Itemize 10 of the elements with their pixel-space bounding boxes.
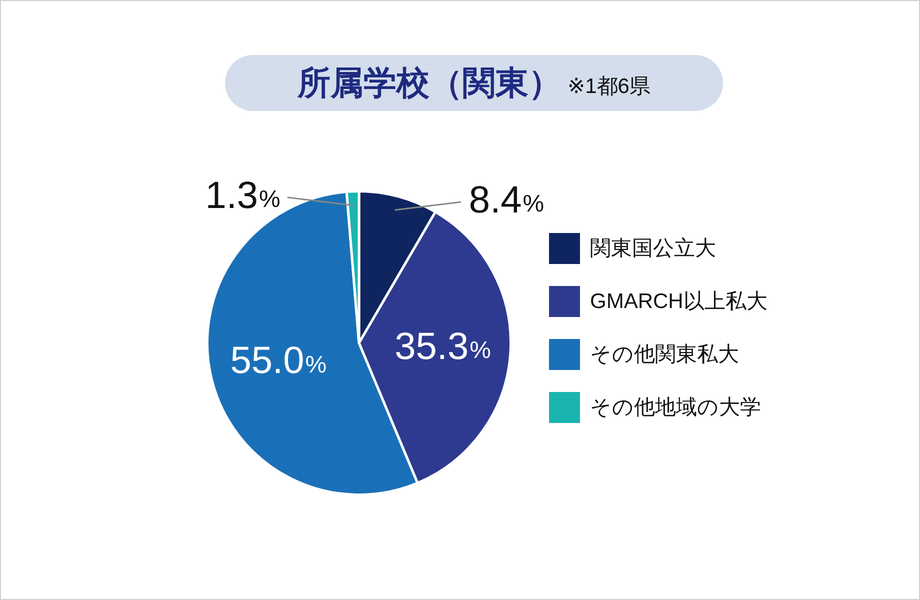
data-label: 35.3%: [394, 326, 491, 368]
chart-title: 所属学校（関東）: [298, 62, 562, 102]
data-label: 55.0%: [230, 340, 327, 382]
data-label: 8.4%: [468, 180, 544, 222]
chart-subtitle: ※1都6県: [568, 74, 650, 100]
legend-label: GMARCH以上私大: [590, 289, 768, 315]
legend-label: その他地域の大学: [590, 395, 761, 421]
data-label: 1.3%: [205, 174, 280, 217]
legend-label: 関東国公立大: [590, 236, 717, 262]
legend-label: その他関東私大: [590, 342, 740, 368]
